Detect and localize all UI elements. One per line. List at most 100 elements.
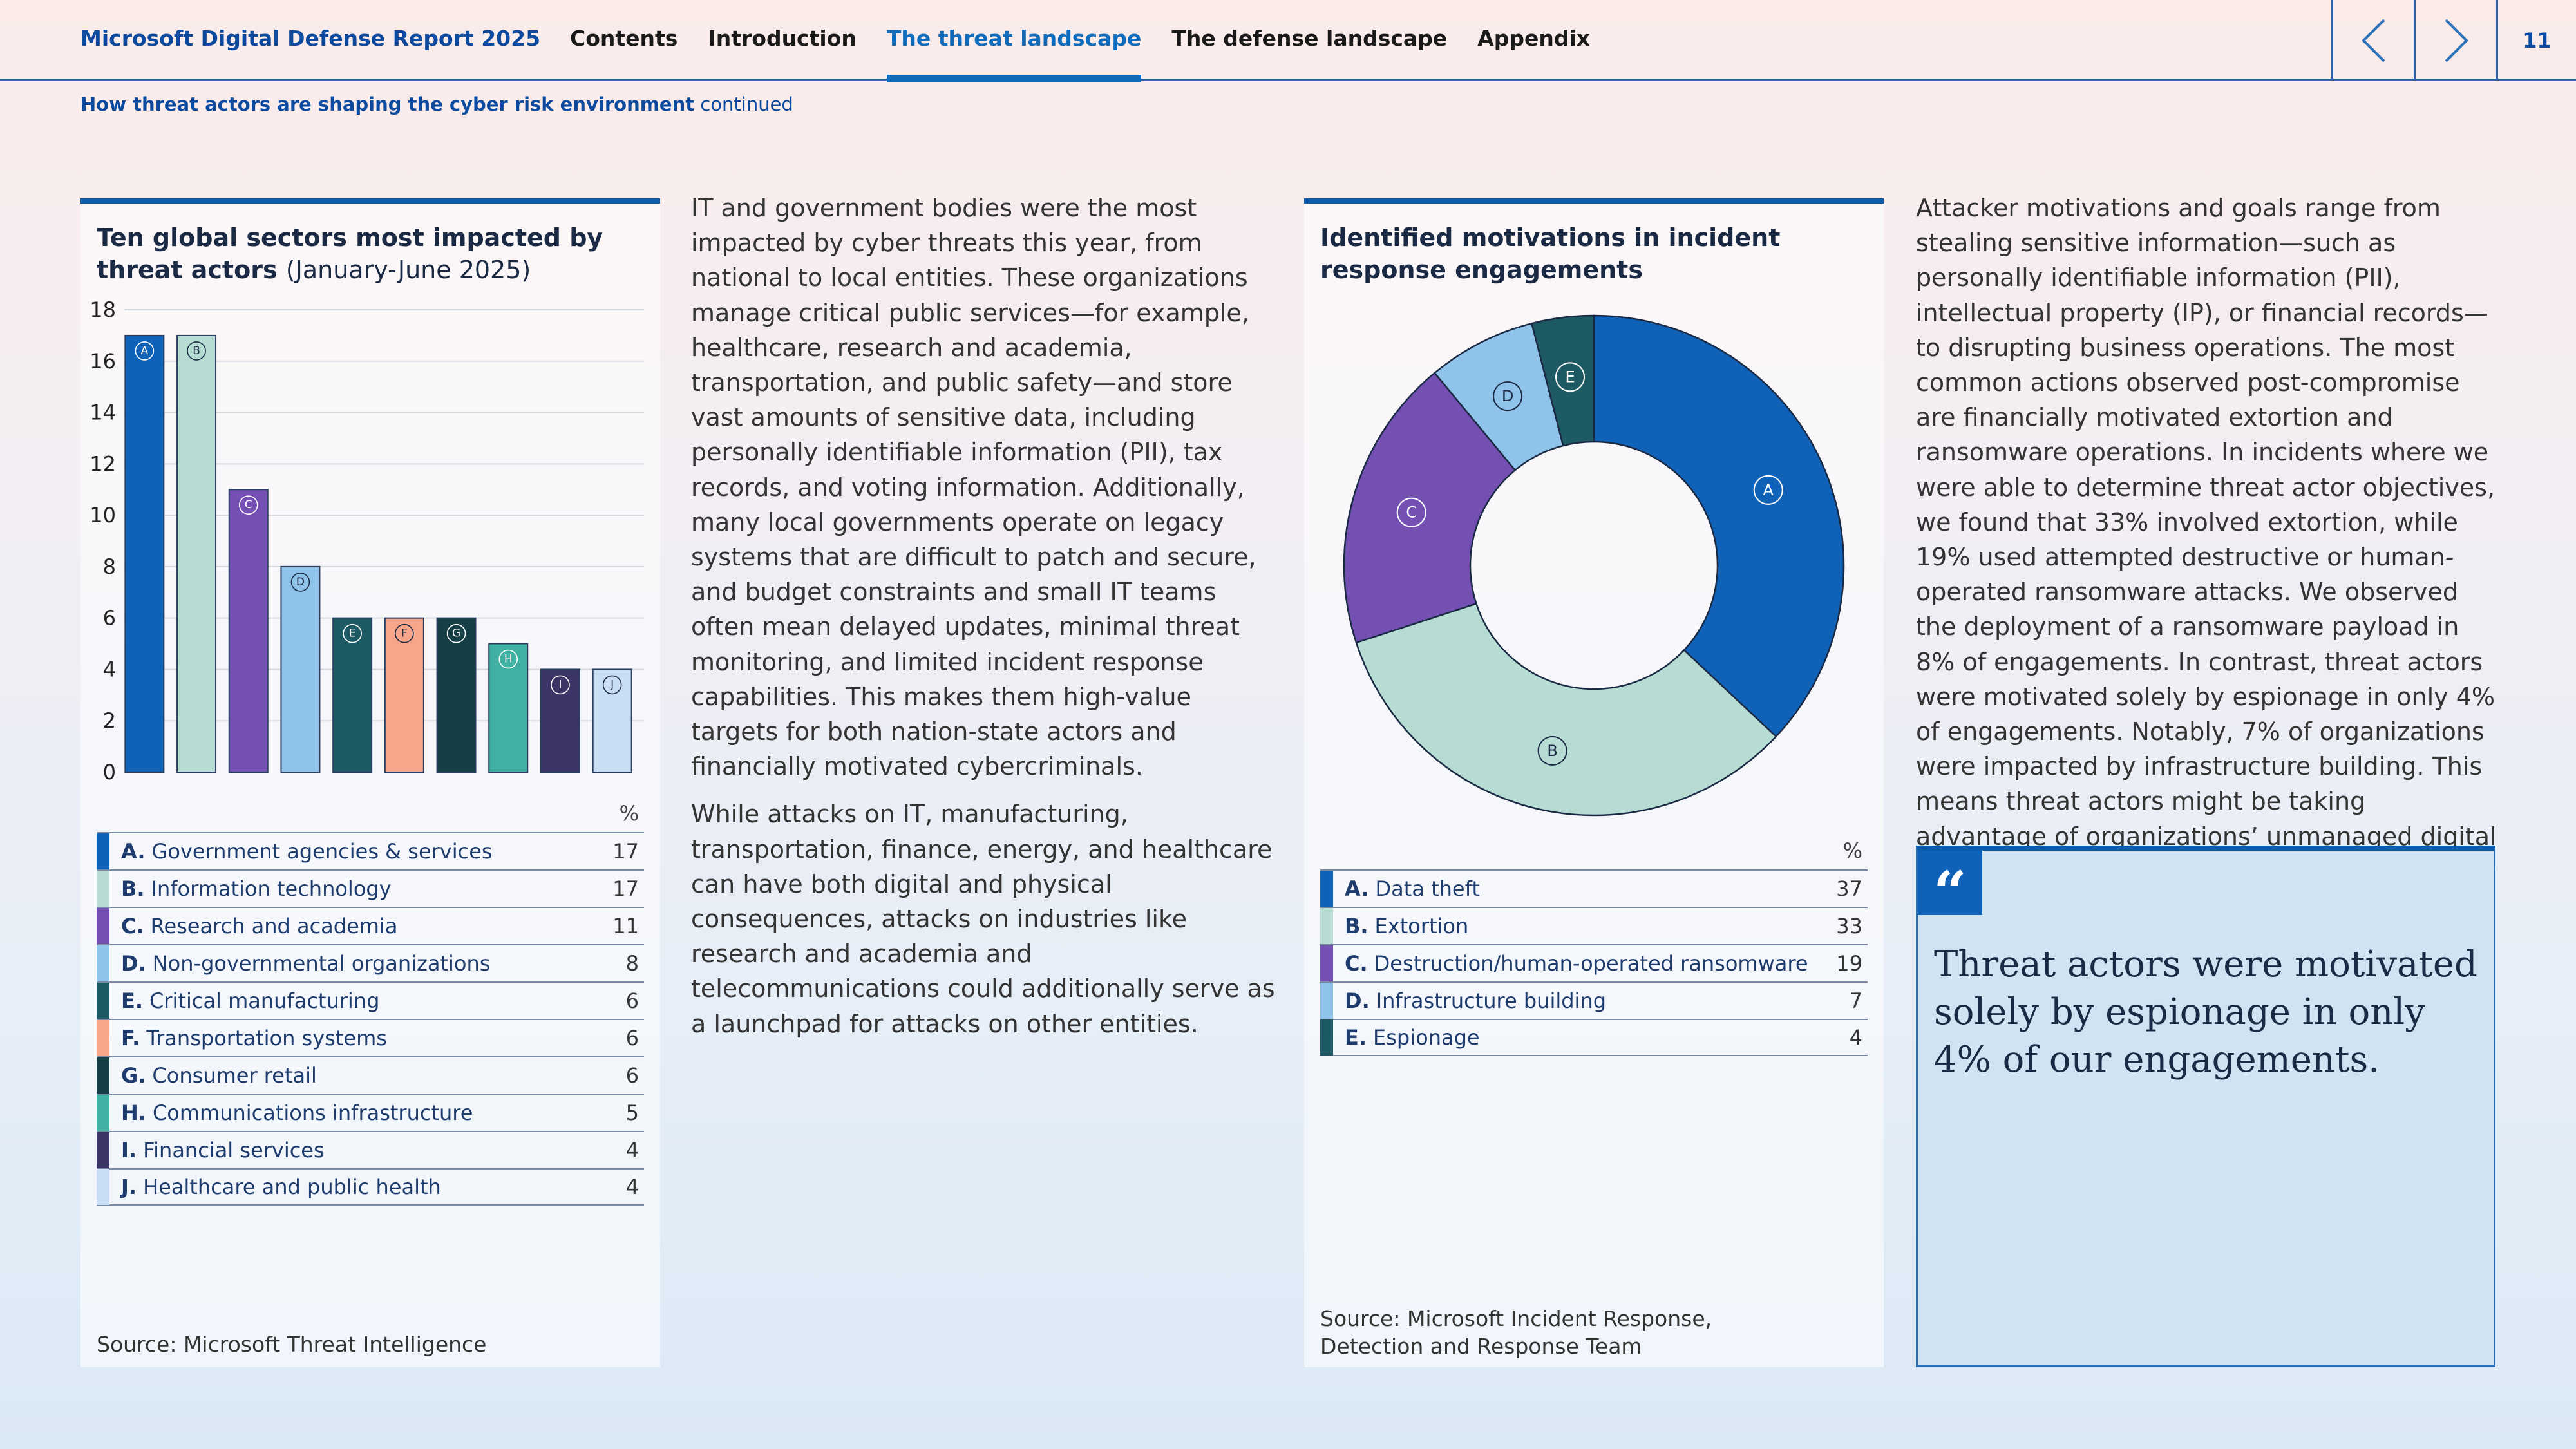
y-tick-label: 12 xyxy=(90,451,116,476)
top-header: Microsoft Digital Defense Report 2025 Co… xyxy=(0,0,2576,82)
motivations-source-line-1: Source: Microsoft Incident Response, xyxy=(1320,1306,1712,1331)
legend-label: Information technology xyxy=(151,876,392,901)
legend-label: Espionage xyxy=(1373,1025,1480,1050)
slice-marker xyxy=(1753,475,1783,505)
nav-contents[interactable]: Contents xyxy=(570,26,678,51)
legend-value: 8 xyxy=(625,951,639,976)
legend-value: 4 xyxy=(1849,1025,1862,1050)
legend-letter: A. xyxy=(1345,876,1369,901)
legend-swatch xyxy=(97,1132,109,1168)
nav-appendix[interactable]: Appendix xyxy=(1477,26,1591,51)
slice-marker-label: D xyxy=(1502,387,1513,405)
sectors-title-suffix: (January-June 2025) xyxy=(285,256,531,284)
motivations-source: Source: Microsoft Incident Response, Det… xyxy=(1320,1305,1712,1360)
bar-marker xyxy=(498,649,518,669)
legend-value: 6 xyxy=(625,989,639,1013)
y-tick-label: 2 xyxy=(103,708,116,733)
legend-swatch xyxy=(97,1169,109,1205)
sectors-chart-title: Ten global sectors most impacted by thre… xyxy=(97,222,644,286)
legend-row: H. Communications infrastructure 5 xyxy=(97,1094,644,1131)
nav-defense-landscape[interactable]: The defense landscape xyxy=(1171,26,1448,51)
legend-label: Transportation systems xyxy=(146,1026,387,1050)
legend-row: A. Government agencies & services 17 xyxy=(97,832,644,869)
bar-marker-label: E xyxy=(349,627,356,640)
next-page-button[interactable] xyxy=(2414,0,2496,80)
quote-mark-icon: “ xyxy=(1918,851,1982,927)
legend-row: C. Research and academia 11 xyxy=(97,907,644,944)
legend-value: 19 xyxy=(1836,951,1862,976)
y-tick-label: 4 xyxy=(103,657,116,681)
legend-row: E. Espionage 4 xyxy=(1320,1019,1868,1056)
legend-label: Government agencies & services xyxy=(151,839,493,864)
slice-marker xyxy=(1396,497,1426,527)
report-title[interactable]: Microsoft Digital Defense Report 2025 xyxy=(80,26,541,51)
slice-marker xyxy=(1555,362,1586,392)
bar xyxy=(488,643,529,773)
y-tick-label: 16 xyxy=(90,349,116,374)
motivations-chart-panel: Identified motivations in incident respo… xyxy=(1304,198,1884,1367)
donut-slice xyxy=(1530,314,1595,447)
nav-introduction[interactable]: Introduction xyxy=(708,26,857,51)
legend-row: B. Information technology 17 xyxy=(97,869,644,907)
legend-letter: E. xyxy=(121,989,144,1013)
legend-letter: E. xyxy=(1345,1025,1367,1050)
legend-swatch xyxy=(97,945,109,981)
motivations-source-line-2: Detection and Response Team xyxy=(1320,1334,1642,1359)
legend-value: 6 xyxy=(625,1026,639,1050)
legend-value: 4 xyxy=(625,1175,639,1199)
subheader-title: How threat actors are shaping the cyber … xyxy=(80,93,695,115)
legend-value: 17 xyxy=(612,876,639,901)
bar xyxy=(332,617,373,773)
legend-row: E. Critical manufacturing 6 xyxy=(97,981,644,1019)
bar-marker xyxy=(135,341,155,361)
legend-value: 33 xyxy=(1836,914,1862,938)
legend-swatch xyxy=(1320,908,1333,944)
sectors-title-main: Ten global sectors most impacted by thre… xyxy=(97,223,603,284)
quote-text: Threat actors were motivated solely by e… xyxy=(1934,943,2477,1081)
motivations-chart-title: Identified motivations in incident respo… xyxy=(1320,223,1781,284)
main-nav: Contents Introduction The threat landsca… xyxy=(570,0,1620,82)
legend-value: 5 xyxy=(625,1101,639,1125)
legend-row: A. Data theft 37 xyxy=(1320,869,1868,907)
legend-row: F. Transportation systems 6 xyxy=(97,1019,644,1056)
legend-value: 6 xyxy=(625,1063,639,1088)
bar xyxy=(540,668,580,773)
bar-marker xyxy=(187,341,206,361)
legend-label: Research and academia xyxy=(150,914,398,938)
bar-marker-label: C xyxy=(245,498,252,511)
bar-marker-label: B xyxy=(193,345,200,357)
previous-page-button[interactable] xyxy=(2331,0,2414,80)
legend-swatch xyxy=(97,908,109,944)
legend-value: 17 xyxy=(612,839,639,864)
legend-swatch xyxy=(97,871,109,907)
bar-marker xyxy=(395,623,414,643)
legend-swatch xyxy=(97,983,109,1019)
legend-letter: D. xyxy=(1345,989,1370,1013)
motivations-unit-header: % xyxy=(1842,838,1862,863)
bar-marker-label: I xyxy=(558,678,562,691)
bar xyxy=(228,489,269,773)
legend-swatch xyxy=(1320,983,1333,1019)
chevron-left-icon xyxy=(2361,19,2385,62)
legend-value: 4 xyxy=(625,1138,639,1162)
slice-marker xyxy=(1493,381,1523,412)
legend-letter: I. xyxy=(121,1138,137,1162)
legend-letter: J. xyxy=(121,1175,137,1199)
legend-swatch xyxy=(1320,1019,1333,1056)
sectors-unit-header: % xyxy=(619,801,639,826)
bar xyxy=(384,617,424,773)
nav-threat-landscape[interactable]: The threat landscape xyxy=(886,0,1141,82)
bar-marker-label: D xyxy=(296,576,305,589)
bar-marker xyxy=(446,623,466,643)
y-tick-label: 0 xyxy=(103,760,116,784)
legend-letter: H. xyxy=(121,1101,146,1125)
page-number: 11 xyxy=(2496,0,2576,80)
y-tick-label: 18 xyxy=(90,298,116,322)
slice-marker-label: E xyxy=(1565,368,1575,386)
legend-row: J. Healthcare and public health 4 xyxy=(97,1168,644,1206)
y-tick-label: 14 xyxy=(90,401,116,425)
donut-slice xyxy=(1355,602,1777,817)
bar-marker xyxy=(551,675,570,695)
body-column-2: Attacker motivations and goals range fro… xyxy=(1916,191,2502,936)
bar-marker xyxy=(290,573,310,592)
